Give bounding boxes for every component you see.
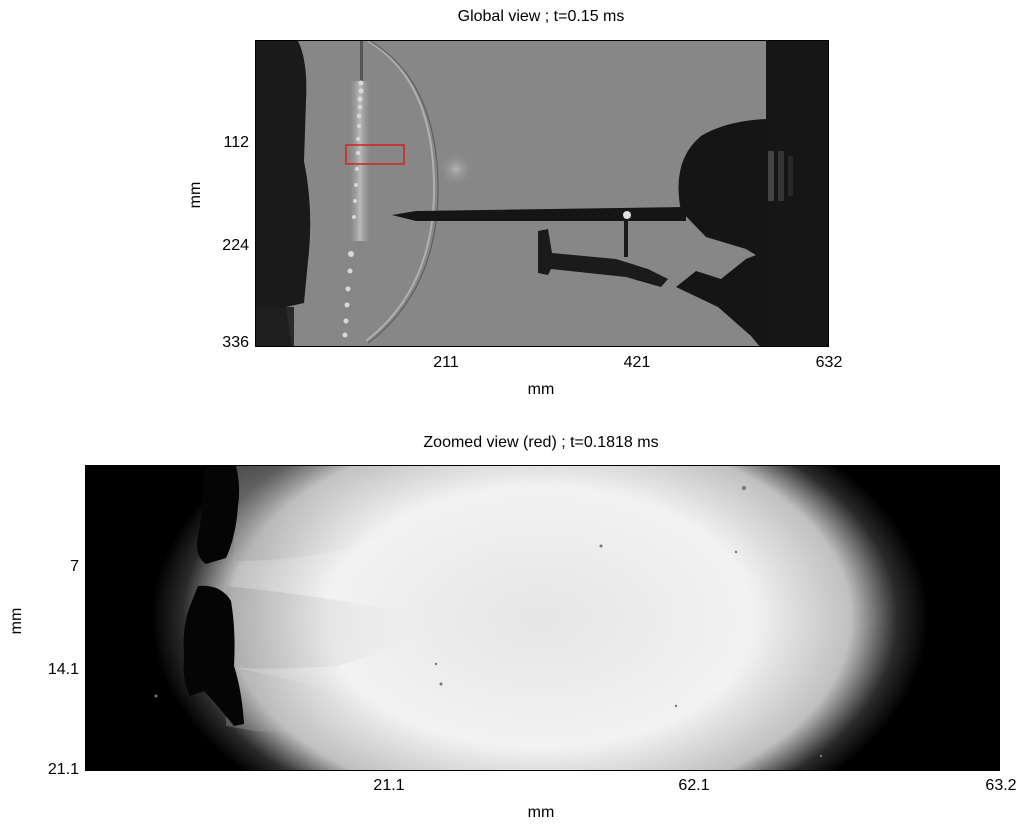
bottom-y-tick-2: 21.1: [47, 761, 79, 778]
top-x-tick-1: 421: [623, 354, 651, 371]
global-view-scene: [256, 41, 828, 346]
top-y-tick-2: 336: [222, 334, 249, 351]
shock-front: [365, 41, 436, 342]
bottom-y-tick-0: 7: [70, 558, 79, 575]
top-x-tick-0: 211: [433, 354, 459, 371]
bracket: [538, 229, 668, 287]
bottom-y-tick-1: 14.1: [47, 661, 79, 678]
top-panel-title: Global view ; t=0.15 ms: [457, 8, 625, 25]
bottom-panel-title: Zoomed view (red) ; t=0.1818 ms: [423, 434, 659, 451]
top-x-axis-label: mm: [527, 381, 555, 398]
top-y-axis-label: mm: [187, 181, 204, 209]
bottom-y-axis-label: mm: [8, 607, 25, 635]
bottom-x-tick-0: 21.1: [373, 777, 405, 794]
zoom-region-box: [345, 144, 405, 165]
left-wall: [256, 41, 311, 307]
global-view-image: [255, 40, 829, 347]
top-y-tick-0: 112: [223, 134, 249, 151]
lower-droplet: [183, 585, 244, 726]
probe: [392, 207, 686, 221]
top-x-tick-2: 632: [815, 354, 843, 371]
zoomed-view-image: [85, 465, 1000, 771]
top-y-tick-1: 224: [222, 237, 249, 254]
bottom-x-tick-2: 63.2: [985, 777, 1017, 794]
upper-droplet: [197, 466, 240, 564]
bottom-x-tick-1: 62.1: [678, 777, 710, 794]
bottom-x-axis-label: mm: [527, 804, 555, 821]
droplets: [342, 80, 364, 338]
zoomed-view-scene: [86, 466, 999, 770]
